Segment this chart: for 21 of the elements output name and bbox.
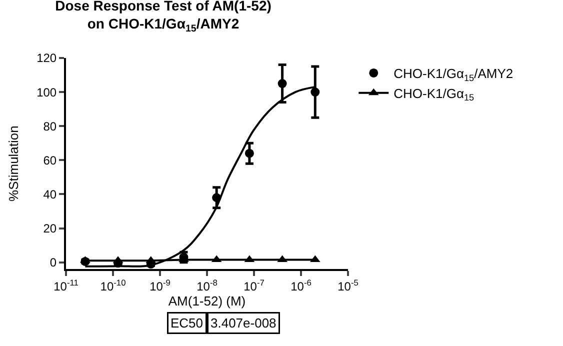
text: 3.407e-008 <box>210 316 276 330</box>
y-tick-label: 60 <box>43 153 57 168</box>
y-tick-label: 40 <box>43 187 57 202</box>
y-axis-title: %Stimulation <box>6 126 22 202</box>
x-axis-title: AM(1-52) (M) <box>168 294 246 309</box>
y-tick-label: 120 <box>36 51 57 66</box>
x-tick-label: 10$^{-10}$ <box>100 278 126 294</box>
y-tick-label: 100 <box>36 85 57 100</box>
x-tick-label: 10$^{-6}$ <box>290 278 312 294</box>
legend-label: CHO-K1/Gα$_{15}$/AMY2 <box>394 66 514 83</box>
chart-title: Dose Response Test of AM(1-52) on CHO-K1/Gα$_{15}$/AMY2 <box>55 0 272 35</box>
y-tick-label: 80 <box>43 119 57 134</box>
x-tick-label: 10$^{-5}$ <box>338 278 359 294</box>
legend-label: CHO-K1/Gα$_{15}$ <box>394 86 474 103</box>
text: EC50 <box>170 316 204 330</box>
x-tick-label: 10$^{-8}$ <box>196 278 218 294</box>
y-tick-label: 0 <box>50 256 57 270</box>
x-tick-label: 10$^{-11}$ <box>54 278 79 294</box>
y-tick-label: 20 <box>43 221 57 236</box>
x-tick-label: 10$^{-9}$ <box>150 278 171 294</box>
x-tick-label: 10$^{-7}$ <box>244 278 265 294</box>
